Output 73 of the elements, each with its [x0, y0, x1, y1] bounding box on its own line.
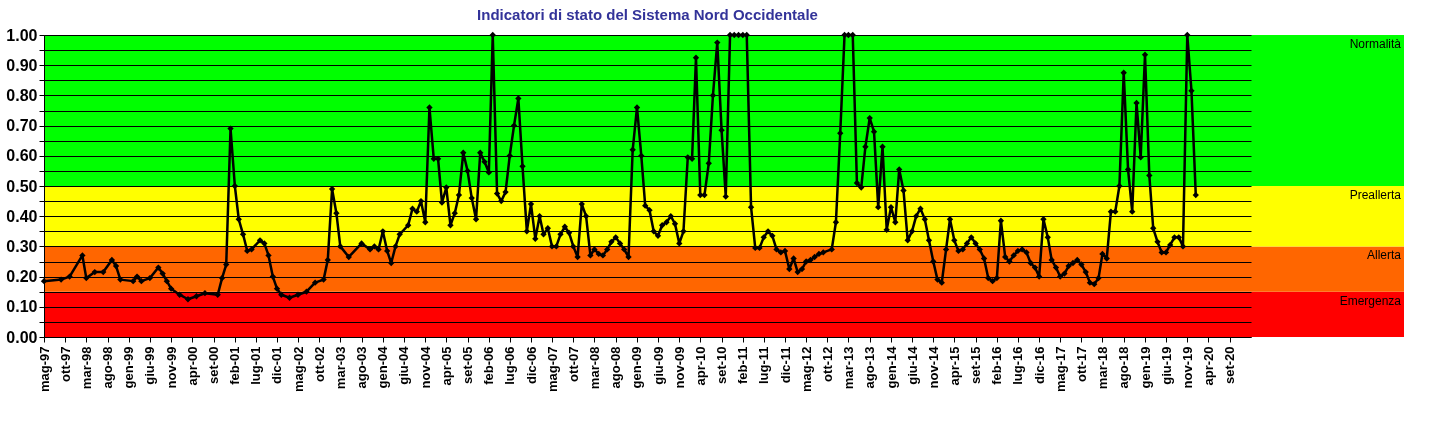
x-tick-label: apr-00 — [184, 346, 200, 386]
x-tick-label: mar-13 — [840, 346, 856, 390]
y-tick-label: 0.80 — [6, 86, 38, 104]
x-tick-label: set-15 — [968, 346, 984, 385]
x-tick-label: giu-09 — [650, 346, 666, 385]
x-tick-label: nov-99 — [163, 346, 179, 389]
x-tick-label: nov-19 — [1179, 346, 1195, 389]
x-tick-label: lug-06 — [502, 346, 518, 385]
x-tick-label: ott-97 — [57, 346, 73, 382]
x-tick-label: nov-04 — [417, 345, 433, 389]
x-tick-label: mag-97 — [36, 346, 52, 393]
x-tick-label: gen-09 — [629, 346, 645, 389]
x-tick-label: ott-12 — [819, 346, 835, 382]
x-tick-label: dic-01 — [269, 346, 285, 385]
y-tick-label: 0.50 — [6, 177, 38, 195]
band-label: Normalità — [1349, 37, 1402, 51]
x-tick-label: apr-15 — [946, 346, 962, 386]
x-tick-label: feb-06 — [481, 346, 497, 385]
x-tick-label: ago-13 — [862, 346, 878, 389]
x-tick-label: giu-14 — [904, 345, 920, 385]
x-tick-label: apr-10 — [692, 346, 708, 386]
x-tick-label: mar-03 — [332, 346, 348, 390]
x-tick-label: dic-16 — [1031, 346, 1047, 385]
x-tick-label: ott-02 — [311, 346, 327, 382]
x-tick-label: feb-01 — [227, 346, 243, 385]
x-tick-label: set-05 — [460, 346, 476, 385]
band-label: Emergenza — [1339, 293, 1402, 308]
x-tick-label: feb-11 — [735, 346, 751, 385]
band-label: Allerta — [1366, 248, 1402, 263]
x-tick-label: gen-19 — [1137, 346, 1153, 389]
x-tick-label: lug-01 — [248, 346, 264, 385]
x-tick-label: mag-12 — [798, 346, 814, 393]
x-tick-label: ago-98 — [100, 346, 116, 389]
x-tick-label: mag-02 — [290, 346, 306, 393]
y-tick-label: 0.90 — [6, 56, 38, 74]
x-tick-label: ott-07 — [565, 346, 581, 382]
x-tick-label: giu-19 — [1158, 346, 1174, 385]
x-tick-label: dic-11 — [777, 346, 793, 384]
x-tick-label: gen-14 — [883, 345, 899, 389]
x-tick-label: ago-08 — [608, 346, 624, 389]
y-tick-label: 0.60 — [6, 147, 38, 165]
y-tick-label: 1.00 — [6, 26, 38, 44]
x-tick-label: mag-07 — [544, 346, 560, 393]
x-tick-label: giu-04 — [396, 345, 412, 385]
x-tick-label: mar-08 — [586, 346, 602, 390]
x-tick-label: dic-06 — [523, 346, 539, 385]
y-tick-label: 0.30 — [6, 237, 38, 255]
x-tick-label: giu-99 — [142, 346, 158, 385]
x-tick-label: ago-18 — [1116, 346, 1132, 389]
x-tick-label: set-00 — [206, 346, 222, 385]
x-tick-label: mar-18 — [1094, 346, 1110, 390]
x-tick-label: apr-20 — [1200, 346, 1216, 386]
x-tick-label: feb-16 — [989, 346, 1005, 385]
x-tick-label: ago-03 — [354, 346, 370, 389]
x-tick-label: mag-17 — [1052, 346, 1068, 393]
chart-title: Indicatori di stato del Sistema Nord Occidentale — [477, 6, 818, 23]
x-tick-label: gen-99 — [121, 346, 137, 389]
x-tick-label: lug-11 — [756, 346, 772, 385]
x-tick-label: nov-09 — [671, 346, 687, 389]
y-tick-label: 0.00 — [6, 328, 38, 346]
y-tick-label: 0.10 — [6, 298, 38, 316]
x-tick-label: apr-05 — [438, 346, 454, 386]
y-tick-label: 0.70 — [6, 117, 38, 135]
y-tick-label: 0.20 — [6, 268, 38, 286]
x-tick-label: gen-04 — [375, 345, 391, 389]
x-tick-label: lug-16 — [1010, 346, 1026, 385]
x-tick-label: set-20 — [1222, 346, 1238, 385]
x-tick-label: set-10 — [714, 346, 730, 385]
y-tick-label: 0.40 — [6, 207, 38, 225]
x-tick-label: mar-98 — [78, 346, 94, 390]
x-tick-label: nov-14 — [925, 345, 941, 389]
band-label: Preallerta — [1349, 188, 1402, 202]
x-tick-label: ott-17 — [1073, 346, 1089, 382]
